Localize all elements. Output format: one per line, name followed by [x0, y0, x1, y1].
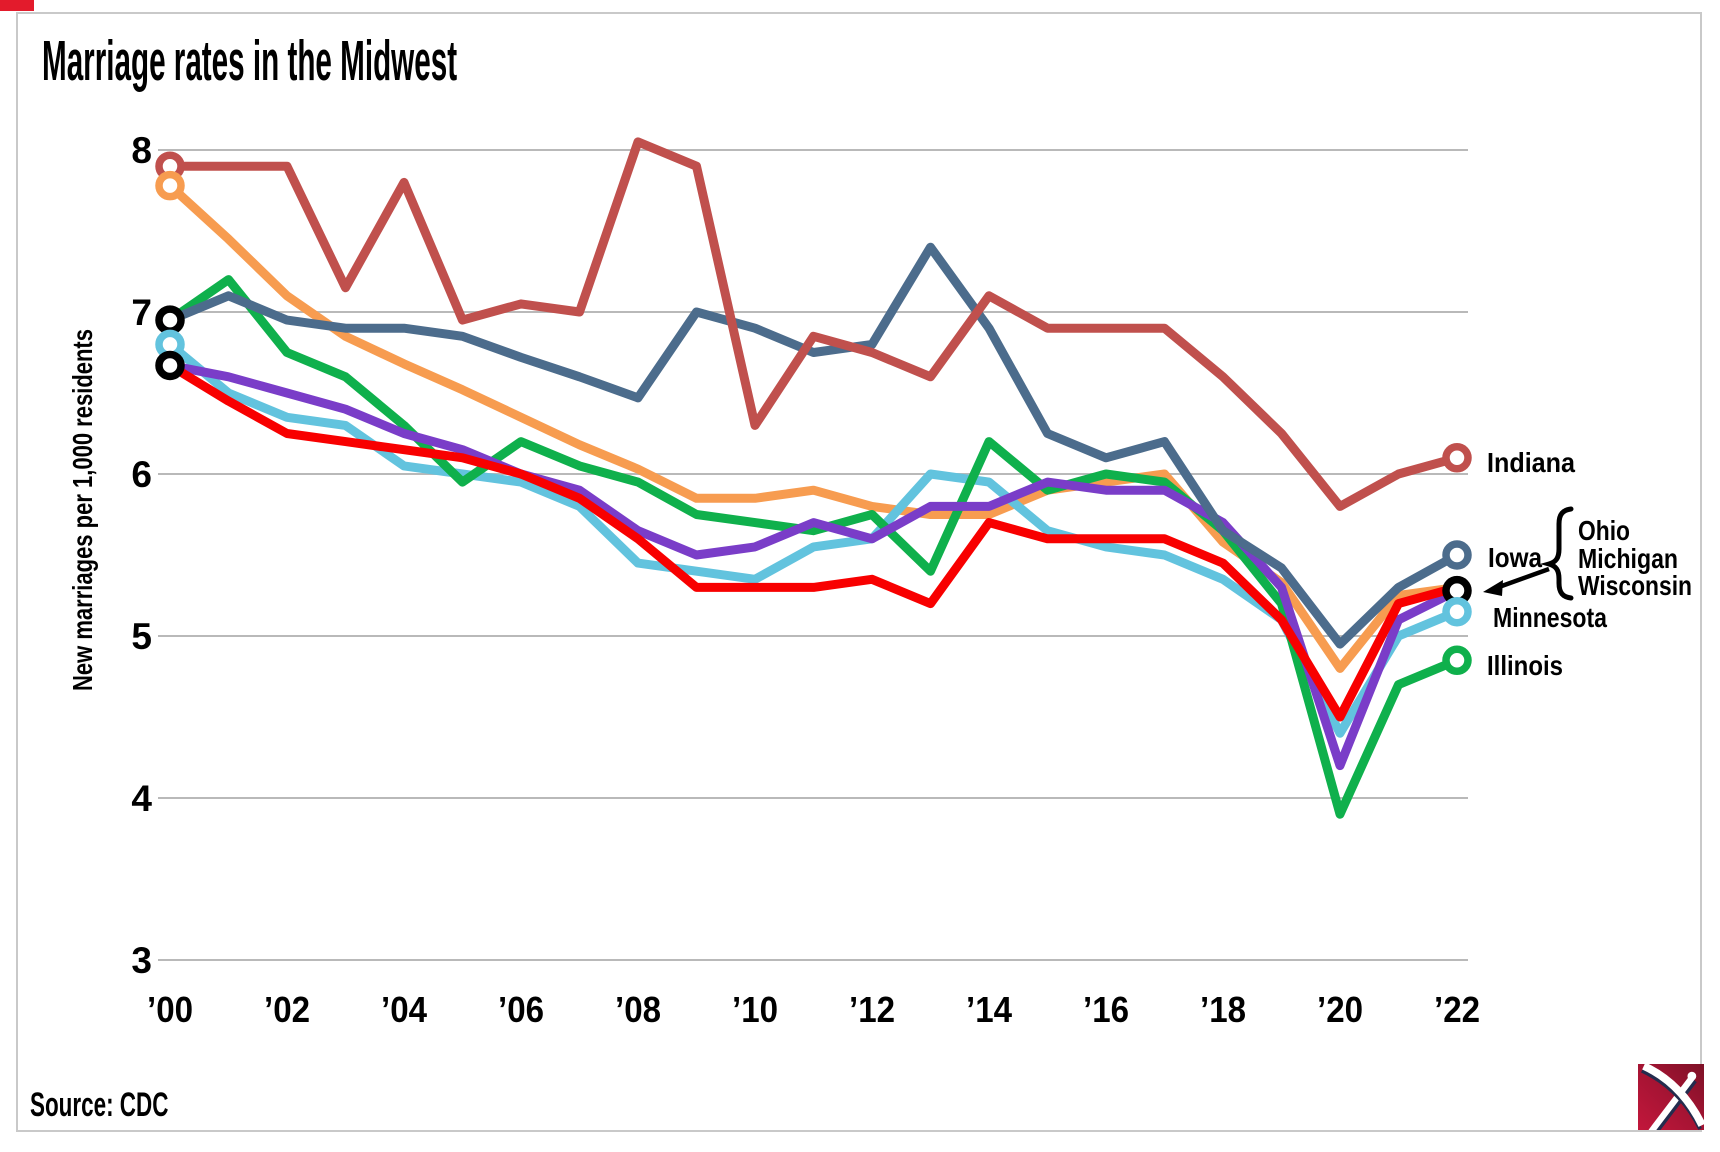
y-tick-label: 4: [131, 778, 152, 819]
x-tick-label: ’00: [147, 989, 193, 1030]
corner-logo-fragment: [0, 0, 34, 11]
x-tick-label: ’14: [966, 989, 1012, 1030]
x-tick-label: ’16: [1083, 989, 1129, 1030]
series-label-wisconsin: Wisconsin: [1578, 570, 1692, 601]
series-label-ohio: Ohio: [1578, 515, 1630, 546]
series-line-indiana: [165, 137, 1462, 511]
marker-overlap-2000: [155, 350, 185, 381]
x-tick-label: ’06: [498, 989, 544, 1030]
series-line-illinois: [165, 275, 1462, 819]
pickaxe-logo-icon: [1638, 1064, 1704, 1130]
series-line-minnesota: [165, 339, 1462, 738]
x-tick-label: ’04: [381, 989, 427, 1030]
x-tick-label: ’10: [732, 989, 778, 1030]
marker-iowa-2022: [1442, 540, 1472, 570]
x-tick-label: ’22: [1434, 989, 1480, 1030]
source-note: Source: CDC: [30, 1086, 169, 1124]
logo-blade: [1642, 1064, 1704, 1127]
marker-indiana-2022: [1442, 443, 1472, 473]
series-label-minnesota: Minnesota: [1493, 602, 1607, 633]
series-line-wisconsin: [165, 360, 1462, 722]
series-label-illinois: Illinois: [1487, 650, 1563, 681]
marker-overlap-2000: [155, 305, 185, 335]
y-tick-label: 7: [131, 292, 152, 333]
y-tick-label: 8: [131, 130, 152, 171]
marker-illinois-2022: [1442, 645, 1472, 676]
annotation-arrow-line: [1498, 566, 1550, 590]
bracket-brace: [1539, 506, 1574, 601]
y-tick-label: 3: [131, 940, 152, 981]
x-tick-label: ’20: [1317, 989, 1363, 1030]
y-axis-title: New marriages per 1,000 residents: [67, 329, 98, 691]
y-tick-label: 5: [131, 616, 152, 657]
x-tick-label: ’18: [1200, 989, 1246, 1030]
marker-minnesota-2022: [1442, 596, 1472, 627]
series-label-indiana: Indiana: [1487, 447, 1575, 478]
series-line-michigan: [165, 360, 1462, 771]
x-tick-label: ’02: [264, 989, 310, 1030]
logo-handle-knob: [1687, 1071, 1697, 1081]
series-line-iowa: [165, 242, 1462, 649]
marker-ohio-2000: [155, 170, 185, 201]
series-label-michigan: Michigan: [1578, 543, 1678, 574]
x-tick-label: ’08: [615, 989, 661, 1030]
logo-handle: [1648, 1075, 1695, 1130]
x-tick-label: ’12: [849, 989, 895, 1030]
series-label-iowa: Iowa: [1488, 542, 1542, 573]
y-tick-label: 6: [131, 454, 152, 495]
annotation-arrowhead: [1483, 580, 1503, 596]
chart-title: Marriage rates in the Midwest: [42, 29, 458, 93]
